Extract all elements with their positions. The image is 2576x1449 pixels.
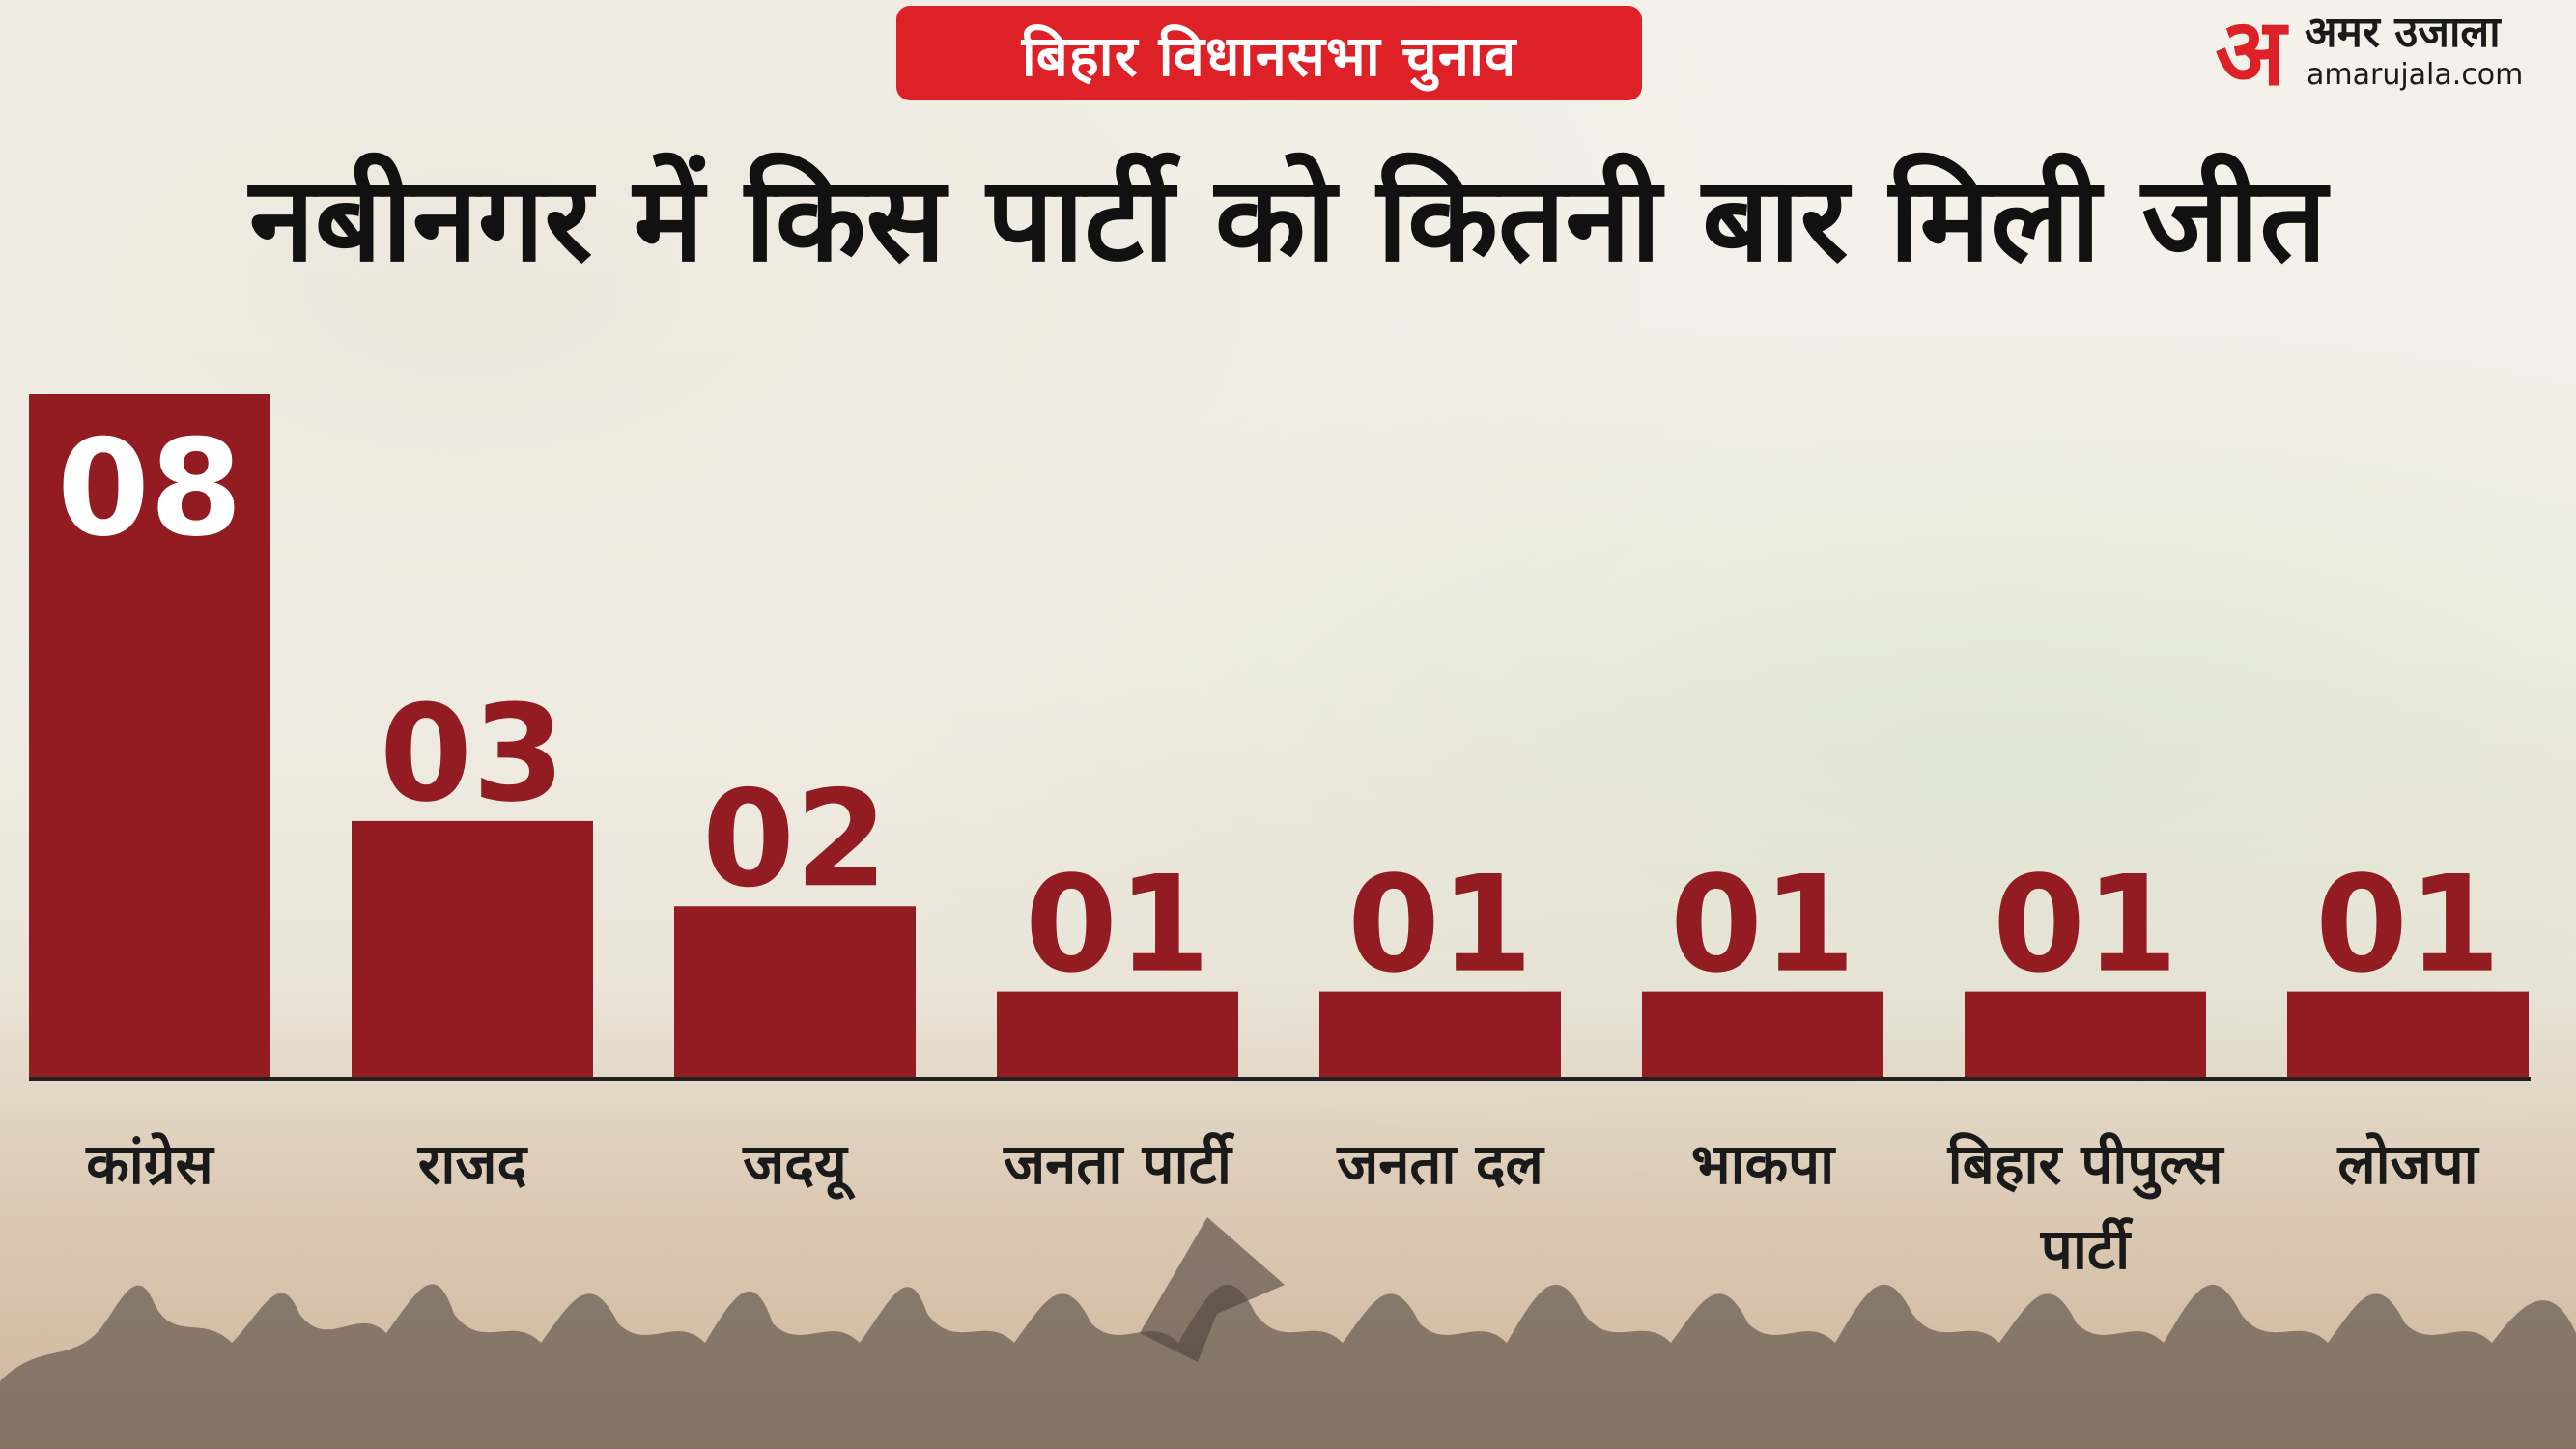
bar: [1319, 991, 1561, 1077]
category-label: लोजपा: [2336, 1131, 2479, 1197]
category-label: राजद: [417, 1131, 529, 1197]
bar-value-label: 01: [1025, 847, 1210, 1003]
bar: [1965, 991, 2206, 1077]
bar-value-label: 01: [1670, 847, 1855, 1003]
section-badge: बिहार विधानसभा चुनाव: [896, 6, 1642, 100]
category-label: कांग्रेस: [85, 1131, 214, 1197]
category-label: भाकपा: [1691, 1131, 1836, 1197]
bar: [29, 394, 270, 1077]
bar-value-label: 03: [380, 676, 565, 832]
logo-mark-icon: अ: [2215, 0, 2286, 106]
category-label: जदयू: [742, 1131, 855, 1201]
category-label: जनता दल: [1336, 1131, 1545, 1197]
bar-value-label: 01: [1993, 847, 2178, 1003]
bar: [674, 906, 916, 1077]
brand-logo: अ अमर उजाला amarujala.com: [2200, 0, 2571, 106]
category-label: बिहार पीपुल्स: [1947, 1131, 2225, 1200]
category-label: पार्टी: [2040, 1216, 2134, 1282]
bar-value-label: 01: [1347, 847, 1533, 1003]
bar-value-label: 01: [2315, 847, 2501, 1003]
logo-name: अमर उजाला: [2305, 8, 2501, 57]
crowd-silhouette-image: [0, 1217, 2576, 1449]
bar-value-label: 08: [57, 411, 242, 566]
bar: [2287, 991, 2529, 1077]
bar: [352, 820, 593, 1077]
bar: [1642, 991, 1883, 1077]
chart-title: नबीनगर में किस पार्टी को कितनी बार मिली …: [249, 151, 2327, 288]
logo-url: amarujala.com: [2307, 58, 2524, 92]
bar: [997, 991, 1238, 1077]
category-label: जनता पार्टी: [1003, 1131, 1235, 1197]
bar-value-label: 02: [702, 761, 888, 917]
